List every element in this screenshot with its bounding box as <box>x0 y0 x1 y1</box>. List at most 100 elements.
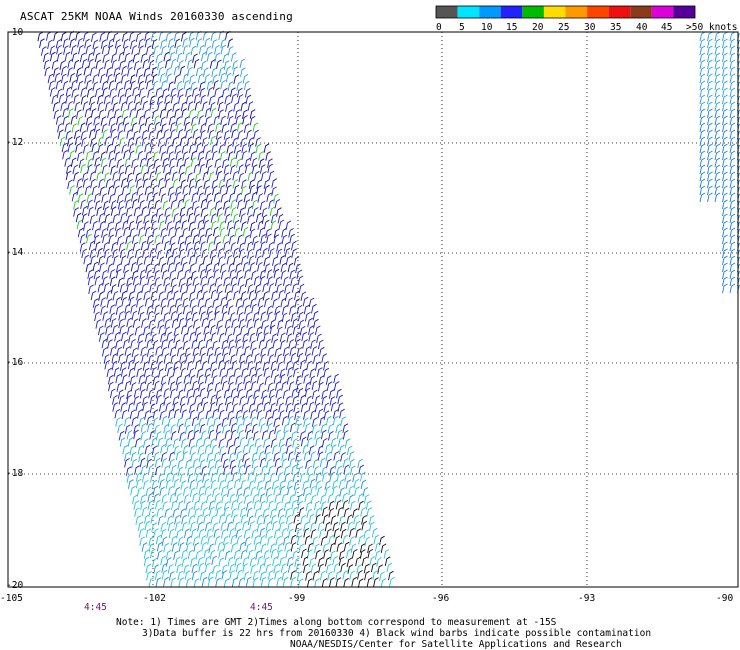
wind-barb <box>359 543 366 553</box>
wind-barb <box>152 409 159 419</box>
wind-barb <box>148 536 155 546</box>
wind-barb <box>195 254 201 265</box>
wind-barb <box>192 492 198 503</box>
wind-barb <box>106 290 113 300</box>
wind-barb <box>361 556 368 567</box>
wind-barb <box>167 485 174 496</box>
wind-barb <box>224 550 231 560</box>
wind-barb <box>133 424 140 434</box>
wind-barb <box>308 325 314 335</box>
wind-barb <box>729 66 736 77</box>
wind-barb <box>707 171 713 182</box>
wind-barb <box>357 570 363 580</box>
wind-barb <box>722 248 728 259</box>
wind-barb <box>364 536 371 546</box>
wind-barb <box>269 395 275 405</box>
wind-barb <box>151 220 157 230</box>
wind-barb <box>123 79 130 90</box>
wind-barb <box>152 151 159 161</box>
wind-barb <box>108 234 115 244</box>
wind-barb <box>285 514 292 525</box>
wind-barb <box>232 171 239 181</box>
wind-barb <box>306 430 313 441</box>
wind-barb <box>114 221 121 231</box>
wind-barb <box>291 388 298 398</box>
wind-barb <box>260 233 266 244</box>
wind-barb <box>76 219 83 230</box>
wind-barb <box>365 500 372 510</box>
wind-barb <box>127 59 134 69</box>
wind-barb <box>262 361 269 371</box>
wind-barb <box>199 129 206 140</box>
wind-barb <box>82 178 89 188</box>
wind-barb <box>114 72 121 83</box>
wind-barb <box>79 52 86 63</box>
wind-barb <box>174 339 181 349</box>
wind-barb <box>52 101 59 112</box>
wind-barb <box>224 395 231 406</box>
wind-barb <box>117 200 124 210</box>
wind-barb <box>160 332 166 342</box>
wind-barb <box>193 542 200 552</box>
wind-barb <box>259 527 265 538</box>
wind-barb <box>287 451 294 461</box>
wind-barb <box>161 569 168 580</box>
wind-barb <box>121 109 128 119</box>
wind-barb <box>729 45 736 56</box>
wind-barb <box>296 535 303 545</box>
wind-barb <box>137 409 143 419</box>
lat-label: -12 <box>6 137 24 148</box>
wind-barb <box>231 508 237 518</box>
wind-barb <box>181 409 187 419</box>
wind-barb <box>118 206 125 216</box>
wind-barb <box>283 501 290 511</box>
wind-barb <box>160 123 167 133</box>
wind-barb <box>107 44 114 55</box>
wind-barb <box>94 241 101 251</box>
wind-barb <box>240 255 247 265</box>
wind-barb <box>120 212 126 223</box>
wind-barb <box>164 508 171 518</box>
wind-barb <box>199 423 206 434</box>
wind-barb <box>159 73 166 83</box>
wind-barb <box>112 102 119 112</box>
wind-barb <box>714 143 721 154</box>
wind-barb <box>264 451 271 462</box>
wind-barb <box>155 87 162 97</box>
wind-barb <box>192 53 198 63</box>
wind-barb <box>185 241 192 252</box>
wind-barb <box>707 164 713 175</box>
wind-barb <box>80 130 87 140</box>
wind-barb <box>228 192 235 203</box>
wind-barb <box>132 318 139 328</box>
wind-barb <box>297 352 304 363</box>
wind-barb <box>177 459 184 469</box>
wind-barb <box>115 268 122 279</box>
wind-barb <box>328 500 335 511</box>
wind-barb <box>202 255 209 265</box>
wind-barb <box>265 151 272 161</box>
wind-barb <box>93 228 100 238</box>
wind-barb <box>257 220 264 230</box>
wind-barb <box>212 564 218 575</box>
wind-barb <box>330 515 337 525</box>
wind-barb <box>210 213 217 223</box>
wind-barb <box>249 557 256 567</box>
wind-barb <box>313 500 320 511</box>
wind-barb <box>209 324 216 335</box>
wind-barb <box>106 31 113 41</box>
wind-barb <box>228 234 235 245</box>
wind-barb <box>149 283 155 293</box>
wind-barb <box>297 500 303 511</box>
wind-barb <box>180 324 187 335</box>
wind-barb <box>276 242 282 252</box>
wind-barb <box>250 270 257 280</box>
wind-barb <box>122 339 129 349</box>
wind-barb <box>87 269 94 279</box>
wind-barb <box>353 479 360 489</box>
wind-barb <box>357 458 364 469</box>
wind-barb <box>190 557 196 567</box>
wind-barb <box>167 186 174 196</box>
wind-barb <box>273 228 280 238</box>
wind-barb <box>231 395 238 405</box>
